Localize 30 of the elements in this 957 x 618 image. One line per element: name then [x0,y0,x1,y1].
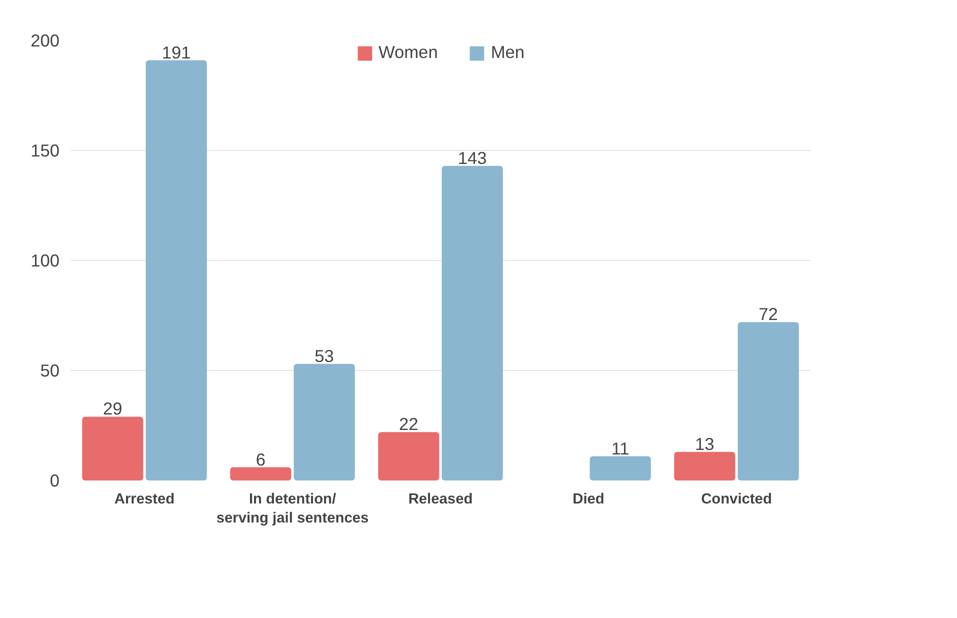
data-label: 6 [256,449,266,470]
bar [294,364,355,480]
bar [738,322,799,480]
data-label: 72 [758,304,778,324]
y-tick-label: 200 [30,30,60,50]
y-tick-label: 100 [30,250,60,270]
bar [674,452,736,480]
bar [442,166,503,480]
legend-label: Women [378,42,438,63]
y-tick-label: 50 [40,360,60,380]
legend-label: Men [490,42,525,63]
data-label: 29 [103,398,122,419]
y-tick-label: 150 [30,140,60,160]
x-tick-label: Arrested [114,492,175,508]
bar [82,416,144,480]
x-tick-label: Convicted [701,492,772,508]
data-label: 191 [162,42,191,62]
data-label: 53 [314,346,334,366]
data-label: 13 [695,434,714,454]
bar [146,60,207,480]
data-label: 143 [458,148,487,168]
x-tick-label: Died [572,492,604,508]
bar [378,432,440,480]
data-label: 11 [611,438,630,458]
x-tick-label: In detention/ serving jail sentences [216,492,369,527]
x-tick-label: Released [408,492,473,508]
bar [590,456,651,480]
bar [230,467,292,480]
y-tick-label: 0 [50,470,60,490]
data-label: 22 [399,414,418,434]
